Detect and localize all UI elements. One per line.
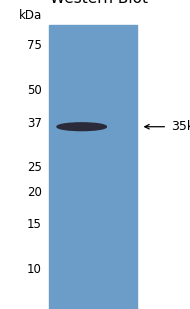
- Text: 10: 10: [27, 263, 42, 276]
- Text: 25: 25: [27, 161, 42, 174]
- Text: 20: 20: [27, 186, 42, 199]
- Text: 35kDa: 35kDa: [171, 120, 190, 133]
- Ellipse shape: [57, 123, 106, 131]
- Text: 15: 15: [27, 218, 42, 231]
- Text: 37: 37: [27, 117, 42, 130]
- Bar: [49, 25, 137, 309]
- Text: 50: 50: [27, 84, 42, 97]
- Text: kDa: kDa: [19, 9, 42, 22]
- Text: Western Blot: Western Blot: [50, 0, 148, 6]
- Text: 75: 75: [27, 39, 42, 52]
